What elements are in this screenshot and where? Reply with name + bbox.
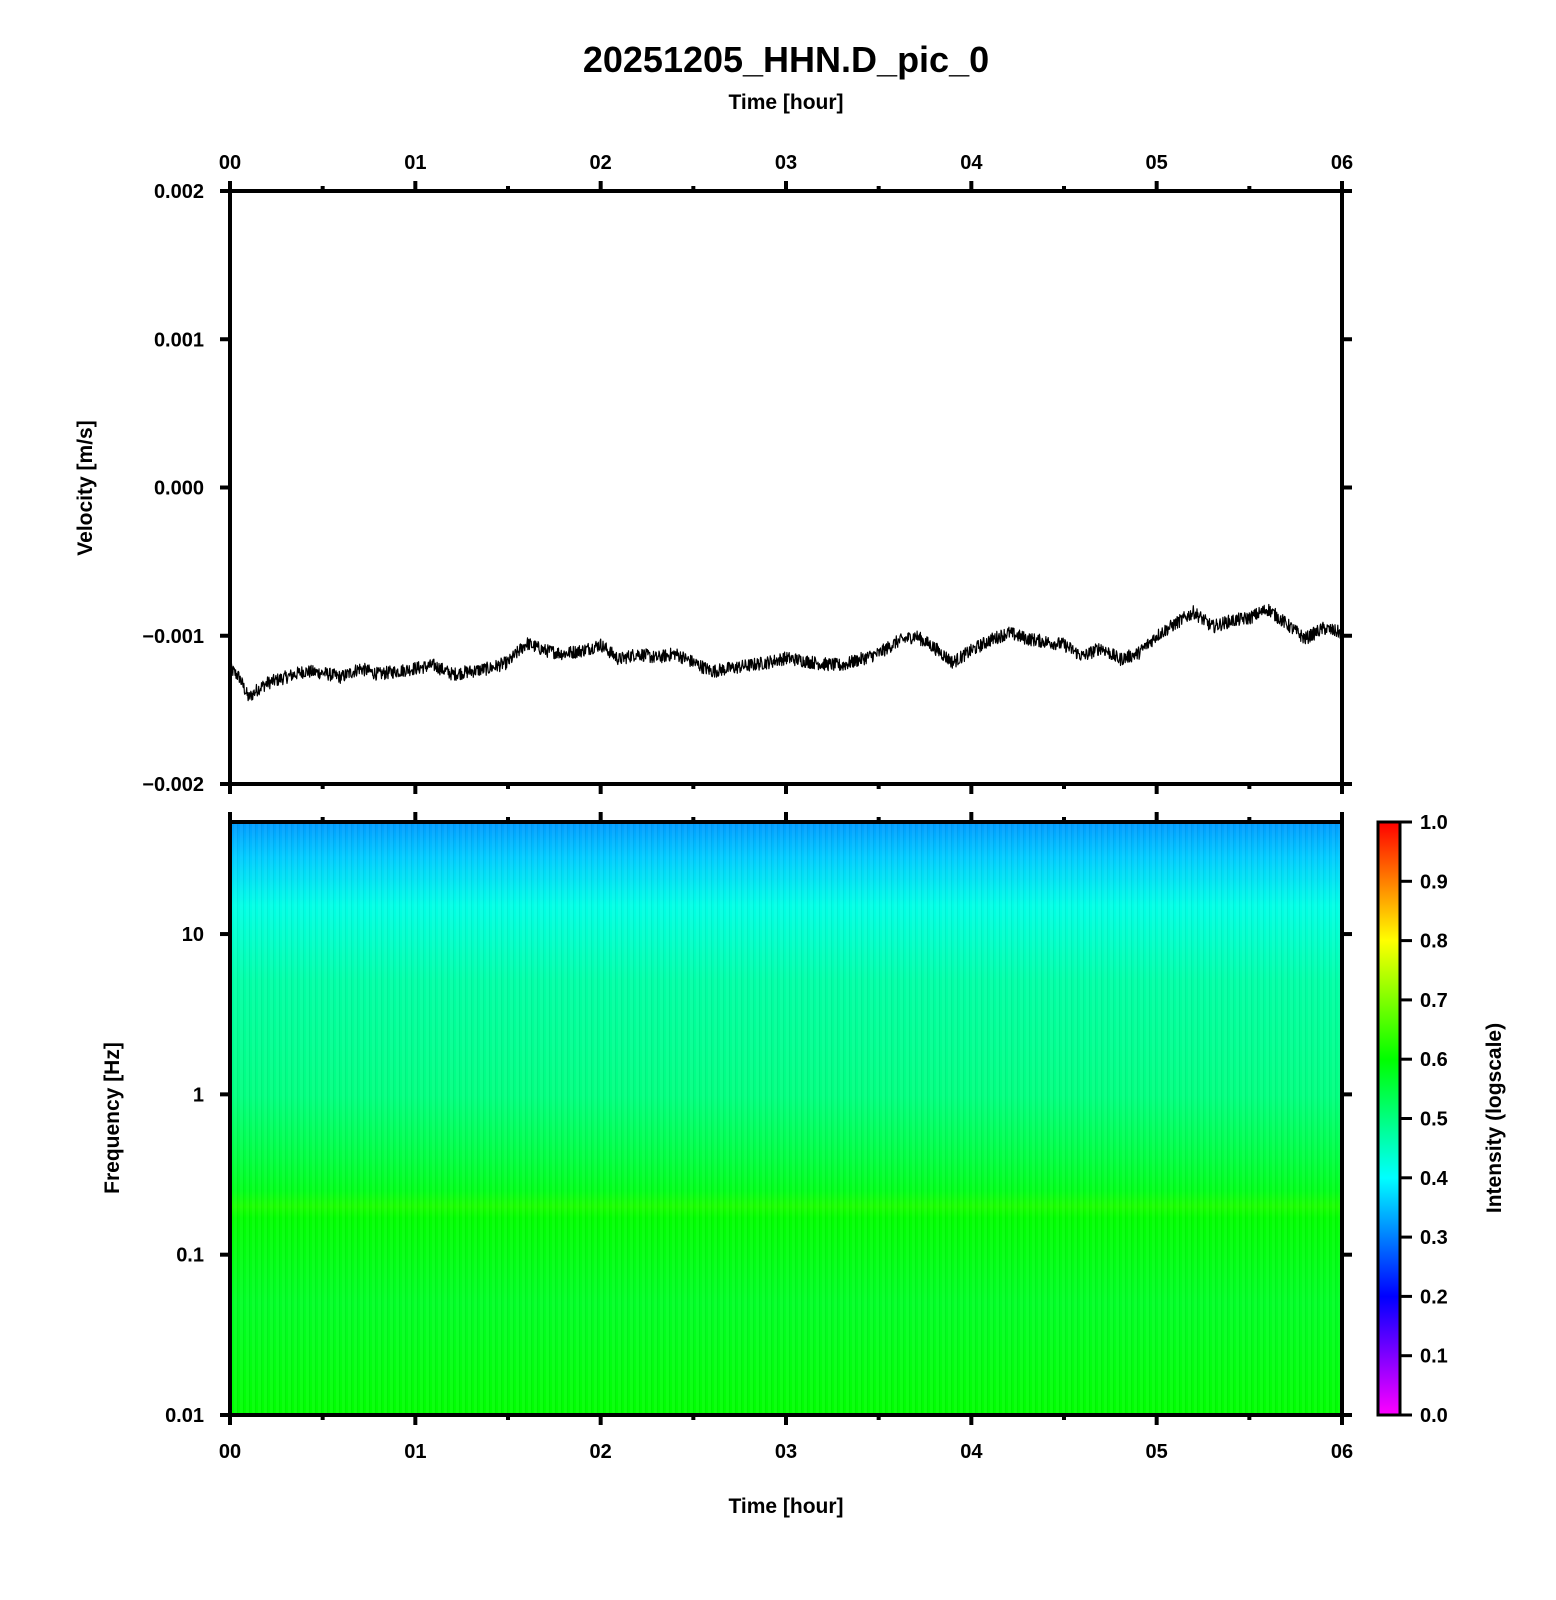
colorbar-tick-label: 0.1 — [1420, 1346, 1448, 1368]
velocity-x-tick-label: 04 — [960, 152, 983, 174]
velocity-y-tick-label: 0.001 — [154, 329, 204, 351]
spectrogram-texture-overlay — [230, 822, 1342, 1415]
spectrogram-x-tick-label: 06 — [1331, 1441, 1353, 1463]
velocity-y-tick-label: 0.002 — [154, 181, 204, 203]
colorbar-tick-label: 0.8 — [1420, 931, 1448, 953]
spectrogram-y-tick-label: 10 — [182, 924, 204, 946]
velocity-x-tick-label: 02 — [590, 152, 612, 174]
velocity-y-ticks: 0.002 0.001 0.000 −0.001 −0.002 — [142, 181, 1352, 796]
velocity-x-tick-label: 05 — [1146, 152, 1168, 174]
colorbar-bar — [1376, 820, 1402, 1417]
spectrogram-y-tick-label: 0.01 — [165, 1405, 204, 1427]
colorbar-label: Intensity (logscale) — [1483, 1023, 1506, 1213]
top-x-axis-label: Time [hour] — [728, 91, 843, 114]
velocity-x-tick-label: 06 — [1331, 152, 1353, 174]
velocity-trace — [229, 603, 1343, 702]
velocity-y-tick-label: −0.002 — [142, 774, 204, 796]
spectrogram-x-ticks: 00 01 02 03 04 05 06 — [219, 812, 1353, 1463]
velocity-plot-frame — [228, 189, 1344, 786]
spectrogram-panel: 00 01 02 03 04 05 06 10 1 0.1 0.01 Frequency [Hz]… — [101, 812, 1353, 1518]
velocity-y-axis-label: Velocity [m/s] — [74, 420, 97, 555]
spectrogram-x-tick-label: 05 — [1146, 1441, 1168, 1463]
colorbar-tick-label: 0.3 — [1420, 1227, 1448, 1249]
spectrogram-x-tick-label: 04 — [960, 1441, 983, 1463]
spectrogram-y-ticks: 10 1 0.1 0.01 — [165, 924, 1352, 1427]
spectrogram-y-axis-label: Frequency [Hz] — [101, 1042, 124, 1194]
colorbar: 1.0 0.9 0.8 0.7 0.6 0.5 0.4 0.3 0.2 0.1 0.0 Intens… — [1376, 812, 1506, 1427]
spectrogram-x-tick-label: 03 — [775, 1441, 797, 1463]
velocity-x-ticks: 00 01 02 03 04 05 06 — [219, 152, 1353, 794]
colorbar-tick-label: 0.6 — [1420, 1049, 1448, 1071]
colorbar-tick-label: 0.4 — [1420, 1168, 1449, 1190]
spectrogram-y-tick-label: 0.1 — [176, 1245, 204, 1267]
velocity-x-tick-label: 00 — [219, 152, 241, 174]
colorbar-ticks: 1.0 0.9 0.8 0.7 0.6 0.5 0.4 0.3 0.2 0.1 0.0 — [1400, 812, 1449, 1427]
velocity-y-tick-label: 0.000 — [154, 478, 204, 500]
colorbar-tick-label: 0.2 — [1420, 1286, 1448, 1308]
colorbar-tick-label: 0.9 — [1420, 871, 1448, 893]
velocity-x-tick-label: 03 — [775, 152, 797, 174]
velocity-panel: 00 01 02 03 04 05 06 0.002 0.001 0.000 −0.001 −0.0… — [74, 152, 1353, 796]
colorbar-tick-label: 0.0 — [1420, 1405, 1448, 1427]
spectrogram-x-tick-label: 00 — [219, 1441, 241, 1463]
colorbar-tick-label: 1.0 — [1420, 812, 1448, 834]
chart-title: 20251205_HHN.D_pic_0 — [583, 39, 989, 80]
spectrogram-x-tick-label: 01 — [404, 1441, 426, 1463]
velocity-x-tick-label: 01 — [404, 152, 426, 174]
colorbar-tick-label: 0.7 — [1420, 990, 1448, 1012]
velocity-y-tick-label: −0.001 — [142, 626, 204, 648]
bottom-x-axis-label: Time [hour] — [728, 1495, 843, 1518]
spectrogram-x-tick-label: 02 — [590, 1441, 612, 1463]
colorbar-tick-label: 0.5 — [1420, 1109, 1448, 1131]
spectrogram-y-tick-label: 1 — [193, 1084, 204, 1106]
